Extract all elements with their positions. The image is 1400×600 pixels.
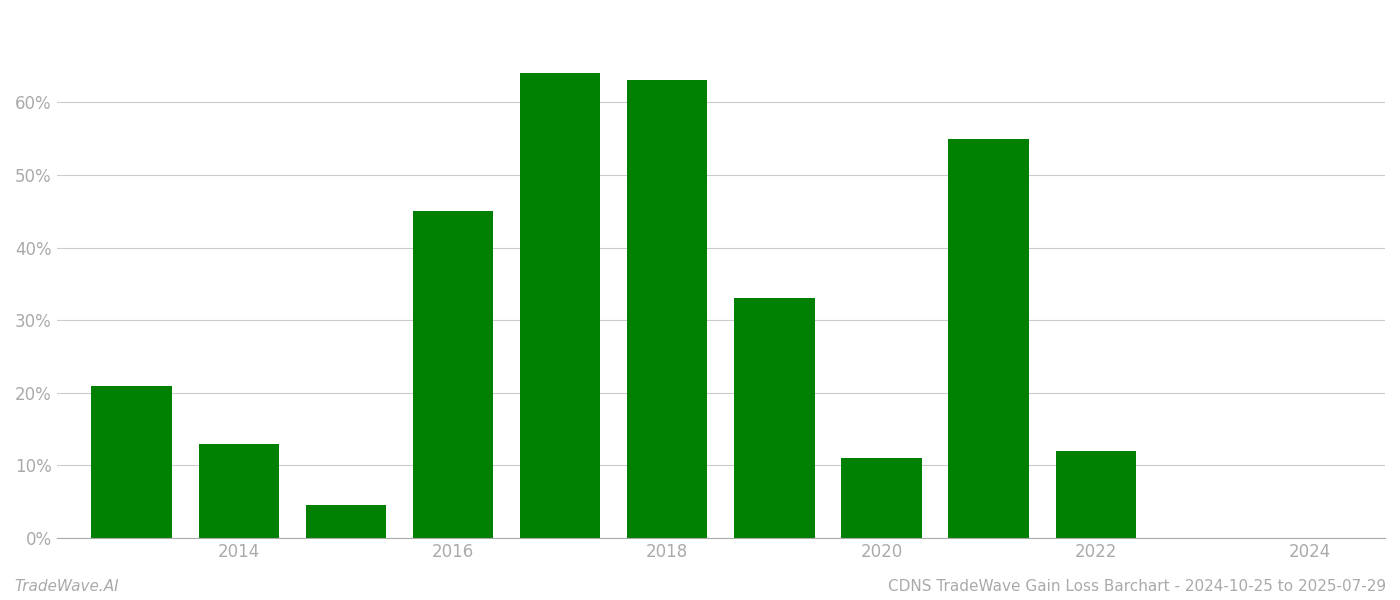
Bar	[413, 211, 493, 538]
Bar	[1056, 451, 1135, 538]
Bar	[734, 298, 815, 538]
Bar	[627, 80, 707, 538]
Bar	[841, 458, 921, 538]
Bar	[91, 386, 172, 538]
Text: TradeWave.AI: TradeWave.AI	[14, 579, 119, 594]
Text: CDNS TradeWave Gain Loss Barchart - 2024-10-25 to 2025-07-29: CDNS TradeWave Gain Loss Barchart - 2024…	[888, 579, 1386, 594]
Bar	[948, 139, 1029, 538]
Bar	[519, 73, 601, 538]
Bar	[199, 443, 279, 538]
Bar	[305, 505, 386, 538]
